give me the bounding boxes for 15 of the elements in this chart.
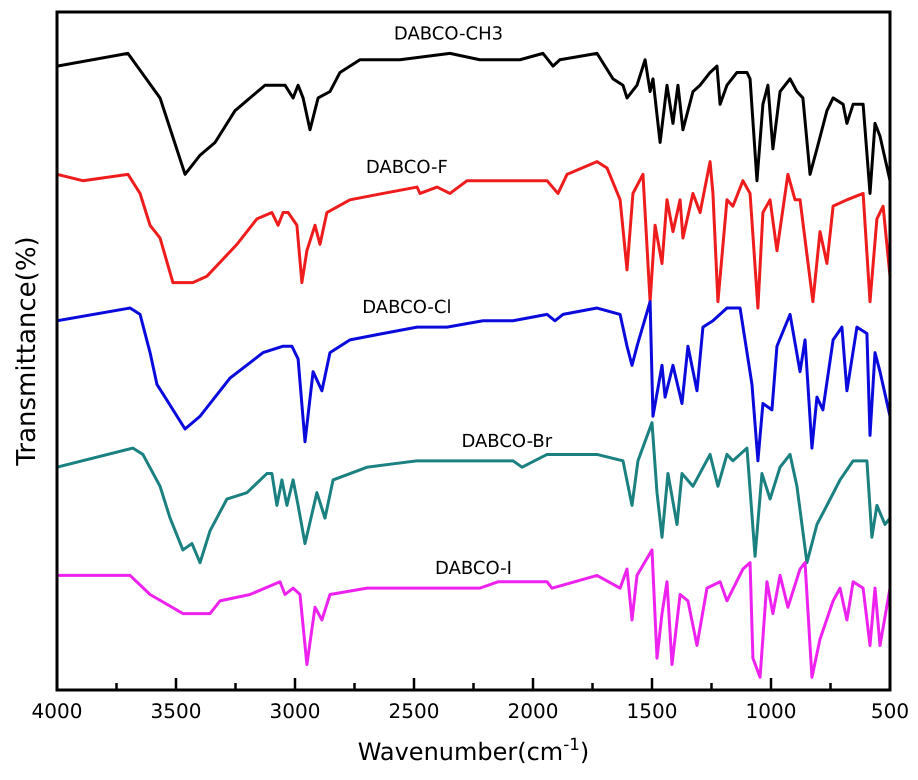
series-label: DABCO-Cl (362, 297, 452, 318)
x-tick-label: 3500 (150, 699, 202, 723)
x-tick-label: 500 (870, 699, 910, 723)
x-tick-label: 1500 (626, 699, 678, 723)
series-label: DABCO-CH3 (394, 23, 504, 44)
series-label: DABCO-F (366, 157, 448, 178)
x-axis-title: Wavenumber(cm$^{-1}$) (358, 734, 590, 766)
series-label: DABCO-Br (461, 430, 553, 452)
y-axis-title: Transmittance(%) (12, 236, 42, 467)
x-tick-label: 3000 (270, 699, 320, 723)
series-label: DABCO-I (435, 558, 512, 580)
x-tick-label: 2500 (388, 699, 440, 723)
x-tick-label: 2000 (508, 699, 558, 723)
x-tick-label: 1000 (746, 699, 796, 723)
x-tick-label: 4000 (32, 699, 82, 723)
